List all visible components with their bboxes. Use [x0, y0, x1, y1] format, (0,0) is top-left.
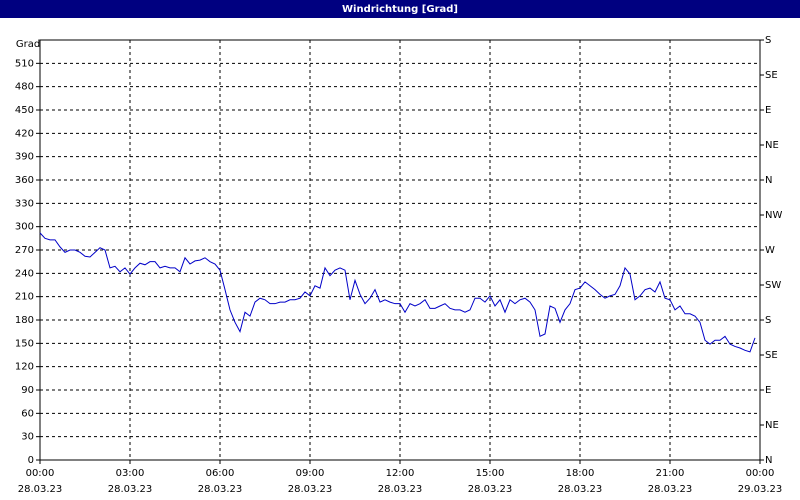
x-tick-date: 28.03.23: [18, 484, 63, 495]
y2-tick-label: SE: [765, 350, 778, 361]
y-tick-label: 210: [15, 292, 34, 303]
y-tick-label: 120: [15, 362, 34, 373]
x-tick-date: 28.03.23: [648, 484, 693, 495]
y-tick-label: 60: [21, 408, 34, 419]
y-tick-label: 480: [15, 82, 34, 93]
y2-tick-label: SW: [765, 280, 781, 291]
y2-tick-label: NE: [765, 140, 779, 151]
y-tick-label: 420: [15, 128, 34, 139]
title-bar: [0, 0, 800, 18]
y2-tick-label: NW: [765, 210, 782, 221]
x-tick-label: 21:00: [656, 468, 685, 479]
y-tick-label: 240: [15, 268, 34, 279]
plot-frame: [39, 39, 761, 461]
y-tick-label: 90: [21, 385, 34, 396]
y-tick-label: 330: [15, 198, 34, 209]
x-tick-label: 03:00: [116, 468, 145, 479]
y-axis-label: Grad: [16, 39, 40, 50]
data-line: [39, 232, 756, 353]
y-tick-label: 390: [15, 152, 34, 163]
x-tick-date: 28.03.23: [198, 484, 243, 495]
y-tick-label: 510: [15, 58, 34, 69]
x-tick-label: 18:00: [566, 468, 595, 479]
y2-tick-label: E: [765, 105, 771, 116]
x-tick-date: 28.03.23: [558, 484, 603, 495]
x-tick-label: 09:00: [296, 468, 325, 479]
y-tick-label: 0: [28, 455, 34, 466]
x-tick-label: 00:00: [26, 468, 55, 479]
y-tick-label: 450: [15, 105, 34, 116]
y2-tick-label: N: [765, 175, 772, 186]
x-tick-date: 29.03.23: [738, 484, 783, 495]
chart-title: Windrichtung [Grad]: [342, 4, 458, 15]
y-tick-label: 360: [15, 175, 34, 186]
y2-tick-label: W: [765, 245, 775, 256]
x-tick-label: 00:00: [746, 468, 775, 479]
x-tick-label: 12:00: [386, 468, 415, 479]
x-tick-label: 15:00: [476, 468, 505, 479]
y2-tick-label: SE: [765, 70, 778, 81]
y2-tick-label: N: [765, 455, 772, 466]
y-tick-label: 30: [21, 432, 34, 443]
y-tick-label: 270: [15, 245, 34, 256]
y2-tick-label: NE: [765, 420, 779, 431]
y2-tick-label: S: [765, 35, 771, 46]
y-tick-label: 180: [15, 315, 34, 326]
y-tick-label: 300: [15, 222, 34, 233]
x-tick-date: 28.03.23: [108, 484, 153, 495]
y2-tick-label: E: [765, 385, 771, 396]
x-tick-label: 06:00: [206, 468, 235, 479]
y2-tick-label: S: [765, 315, 771, 326]
x-tick-date: 28.03.23: [378, 484, 423, 495]
y-tick-label: 150: [15, 338, 34, 349]
x-tick-date: 28.03.23: [288, 484, 333, 495]
x-tick-date: 28.03.23: [468, 484, 513, 495]
